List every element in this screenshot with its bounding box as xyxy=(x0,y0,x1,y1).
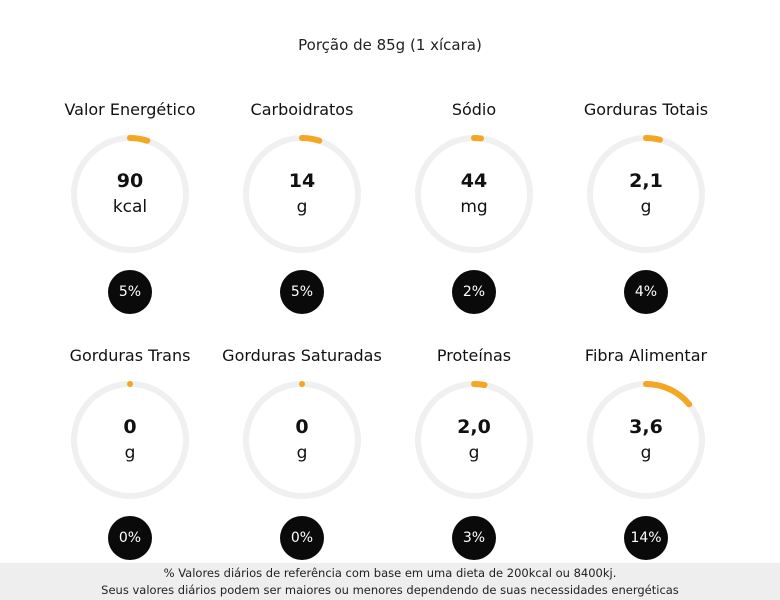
nutrient-card-protein: Proteínas 2,0 g 3% xyxy=(388,344,560,568)
gauge-text: 44 mg xyxy=(412,132,536,256)
nutrient-grid: Valor Energético 90 kcal 5% Carboidratos xyxy=(44,98,732,568)
nutrient-unit: mg xyxy=(460,197,488,217)
nutrient-value: 14 xyxy=(288,170,316,192)
gauge-ring xyxy=(587,135,705,253)
daily-value-badge: 5% xyxy=(280,270,324,314)
daily-value-badge: 5% xyxy=(108,270,152,314)
daily-value-badge: 4% xyxy=(624,270,668,314)
gauge-progress-arc xyxy=(643,135,663,143)
nutrient-card-total-fat: Gorduras Totais 2,1 g 4% xyxy=(560,98,732,344)
gauge-progress-arc xyxy=(127,135,151,144)
nutrient-value: 2,0 xyxy=(457,416,491,438)
gauge-progress-arc xyxy=(643,381,693,408)
nutrient-value: 44 xyxy=(460,170,488,192)
gauge-text: 3,6 g xyxy=(584,378,708,502)
daily-value-badge: 2% xyxy=(452,270,496,314)
gauge-text: 0 g xyxy=(240,378,364,502)
daily-value-badge: 0% xyxy=(108,516,152,560)
nutrient-unit: g xyxy=(640,443,652,463)
nutrient-gauge: 0 g xyxy=(240,378,364,502)
nutrient-unit: g xyxy=(468,443,480,463)
nutrient-label: Fibra Alimentar xyxy=(584,346,708,365)
gauge-ring xyxy=(415,381,533,499)
gauge-text: 2,1 g xyxy=(584,132,708,256)
nutrient-gauge: 3,6 g xyxy=(584,378,708,502)
gauge-text: 90 kcal xyxy=(68,132,192,256)
nutrient-unit: g xyxy=(296,197,308,217)
nutrient-value: 2,1 xyxy=(629,170,663,192)
nutrient-gauge: 14 g xyxy=(240,132,364,256)
nutrient-unit: g xyxy=(124,443,136,463)
nutrient-gauge: 2,0 g xyxy=(412,378,536,502)
gauge-ring xyxy=(71,135,189,253)
footer-line-2: Seus valores diários podem ser maiores o… xyxy=(101,583,679,597)
nutrient-unit: g xyxy=(640,197,652,217)
nutrient-unit: g xyxy=(296,443,308,463)
nutrient-gauge: 2,1 g xyxy=(584,132,708,256)
nutrient-value: 3,6 xyxy=(629,416,663,438)
nutrient-label: Proteínas xyxy=(436,346,512,365)
gauge-ring xyxy=(587,381,705,499)
portion-size: Porção de 85g (1 xícara) xyxy=(298,36,482,54)
nutrient-card-energy: Valor Energético 90 kcal 5% xyxy=(44,98,216,344)
daily-value-badge: 14% xyxy=(624,516,668,560)
gauge-progress-arc xyxy=(299,135,323,144)
daily-value-badge: 0% xyxy=(280,516,324,560)
gauge-ring xyxy=(71,381,189,499)
gauge-progress-arc xyxy=(471,381,488,388)
gauge-ring xyxy=(415,135,533,253)
nutrient-label: Sódio xyxy=(451,100,497,119)
gauge-ring xyxy=(243,135,361,253)
gauge-text: 2,0 g xyxy=(412,378,536,502)
footer-line-1: % Valores diários de referência com base… xyxy=(163,566,617,580)
gauge-ring xyxy=(243,381,361,499)
nutrient-unit: kcal xyxy=(112,197,148,217)
nutrient-card-carbohydrates: Carboidratos 14 g 5% xyxy=(216,98,388,344)
gauge-text: 14 g xyxy=(240,132,364,256)
footer-note: % Valores diários de referência com base… xyxy=(0,563,780,600)
nutrient-value: 0 xyxy=(123,416,137,438)
nutrient-label: Gorduras Trans xyxy=(69,346,191,365)
nutrient-label: Carboidratos xyxy=(250,100,354,119)
nutrient-gauge: 90 kcal xyxy=(68,132,192,256)
nutrient-label: Valor Energético xyxy=(64,100,196,119)
nutrient-card-trans-fat: Gorduras Trans 0 g 0% xyxy=(44,344,216,568)
nutrient-value: 90 xyxy=(116,170,144,192)
nutrient-gauge: 0 g xyxy=(68,378,192,502)
nutrient-gauge: 44 mg xyxy=(412,132,536,256)
nutrient-card-sodium: Sódio 44 mg 2% xyxy=(388,98,560,344)
gauge-text: 0 g xyxy=(68,378,192,502)
daily-value-badge: 3% xyxy=(452,516,496,560)
nutrient-label: Gorduras Totais xyxy=(583,100,709,119)
nutrient-label: Gorduras Saturadas xyxy=(222,346,382,365)
nutrient-card-saturated-fat: Gorduras Saturadas 0 g 0% xyxy=(216,344,388,568)
nutrient-value: 0 xyxy=(295,416,309,438)
nutrient-card-fiber: Fibra Alimentar 3,6 g 14% xyxy=(560,344,732,568)
